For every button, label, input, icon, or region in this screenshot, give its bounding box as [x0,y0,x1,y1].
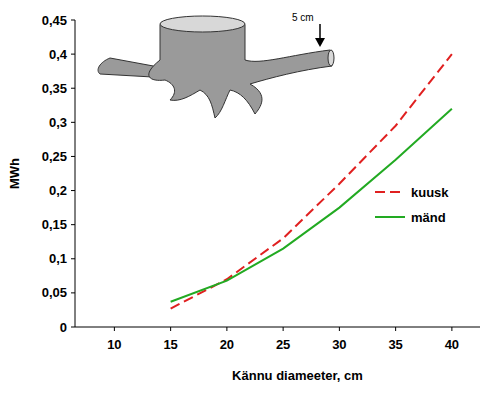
y-tick-label: 0,3 [49,115,67,130]
y-tick [71,190,75,191]
y-tick [71,327,75,328]
stump [149,18,332,119]
series-line [171,109,452,302]
annotation: 5 cm [292,12,314,23]
y-tick [71,258,75,259]
x-tick-label: 30 [332,337,346,352]
x-tick [283,327,284,331]
series-line [171,54,452,308]
x-tick-label: 10 [107,337,121,352]
y-axis-title: MWh [7,158,22,189]
x-tick [226,327,227,331]
y-tick-label: 0,1 [49,251,67,266]
y-tick-label: 0,05 [42,285,67,300]
legend: kuusk mänd [375,185,449,225]
x-tick-label: 35 [388,337,402,352]
y-tick [71,20,75,21]
stump-illustration [98,16,334,118]
y-tick-label: 0 [60,320,67,335]
legend-swatch [375,191,405,193]
root-cut [328,50,334,66]
y-tick [71,156,75,157]
x-tick [395,327,396,331]
x-tick-label: 25 [276,337,290,352]
x-tick [339,327,340,331]
arrow-head [315,38,325,47]
x-tick [451,327,452,331]
legend-label: kuusk [411,185,449,200]
x-axis-title: Kännu diameeter, cm [232,368,363,383]
plot-area [171,54,452,308]
x-tick-label: 20 [220,337,234,352]
y-tick-label: 0,35 [42,81,67,96]
x-tick-label: 40 [445,337,459,352]
y-tick [71,122,75,123]
y-tick-label: 0,15 [42,217,67,232]
legend-label: mänd [411,210,446,225]
legend-swatch [375,216,405,218]
stump-top [160,16,245,32]
y-tick-label: 0,45 [42,13,67,28]
x-tick [114,327,115,331]
y-tick [71,88,75,89]
y-tick [71,292,75,293]
chart: 5 cm 0 0,05 0,1 0,15 0,2 0,25 0,3 0,35 0,4 0,45 10 1… [0,0,500,396]
y-tick [71,54,75,55]
y-tick-label: 0,25 [42,149,67,164]
y-tick-label: 0,4 [49,47,68,62]
x-tick-label: 15 [163,337,177,352]
x-tick [170,327,171,331]
y-axis [75,20,76,327]
y-tick-label: 0,2 [49,183,67,198]
x-axis [75,327,480,328]
y-tick [71,224,75,225]
